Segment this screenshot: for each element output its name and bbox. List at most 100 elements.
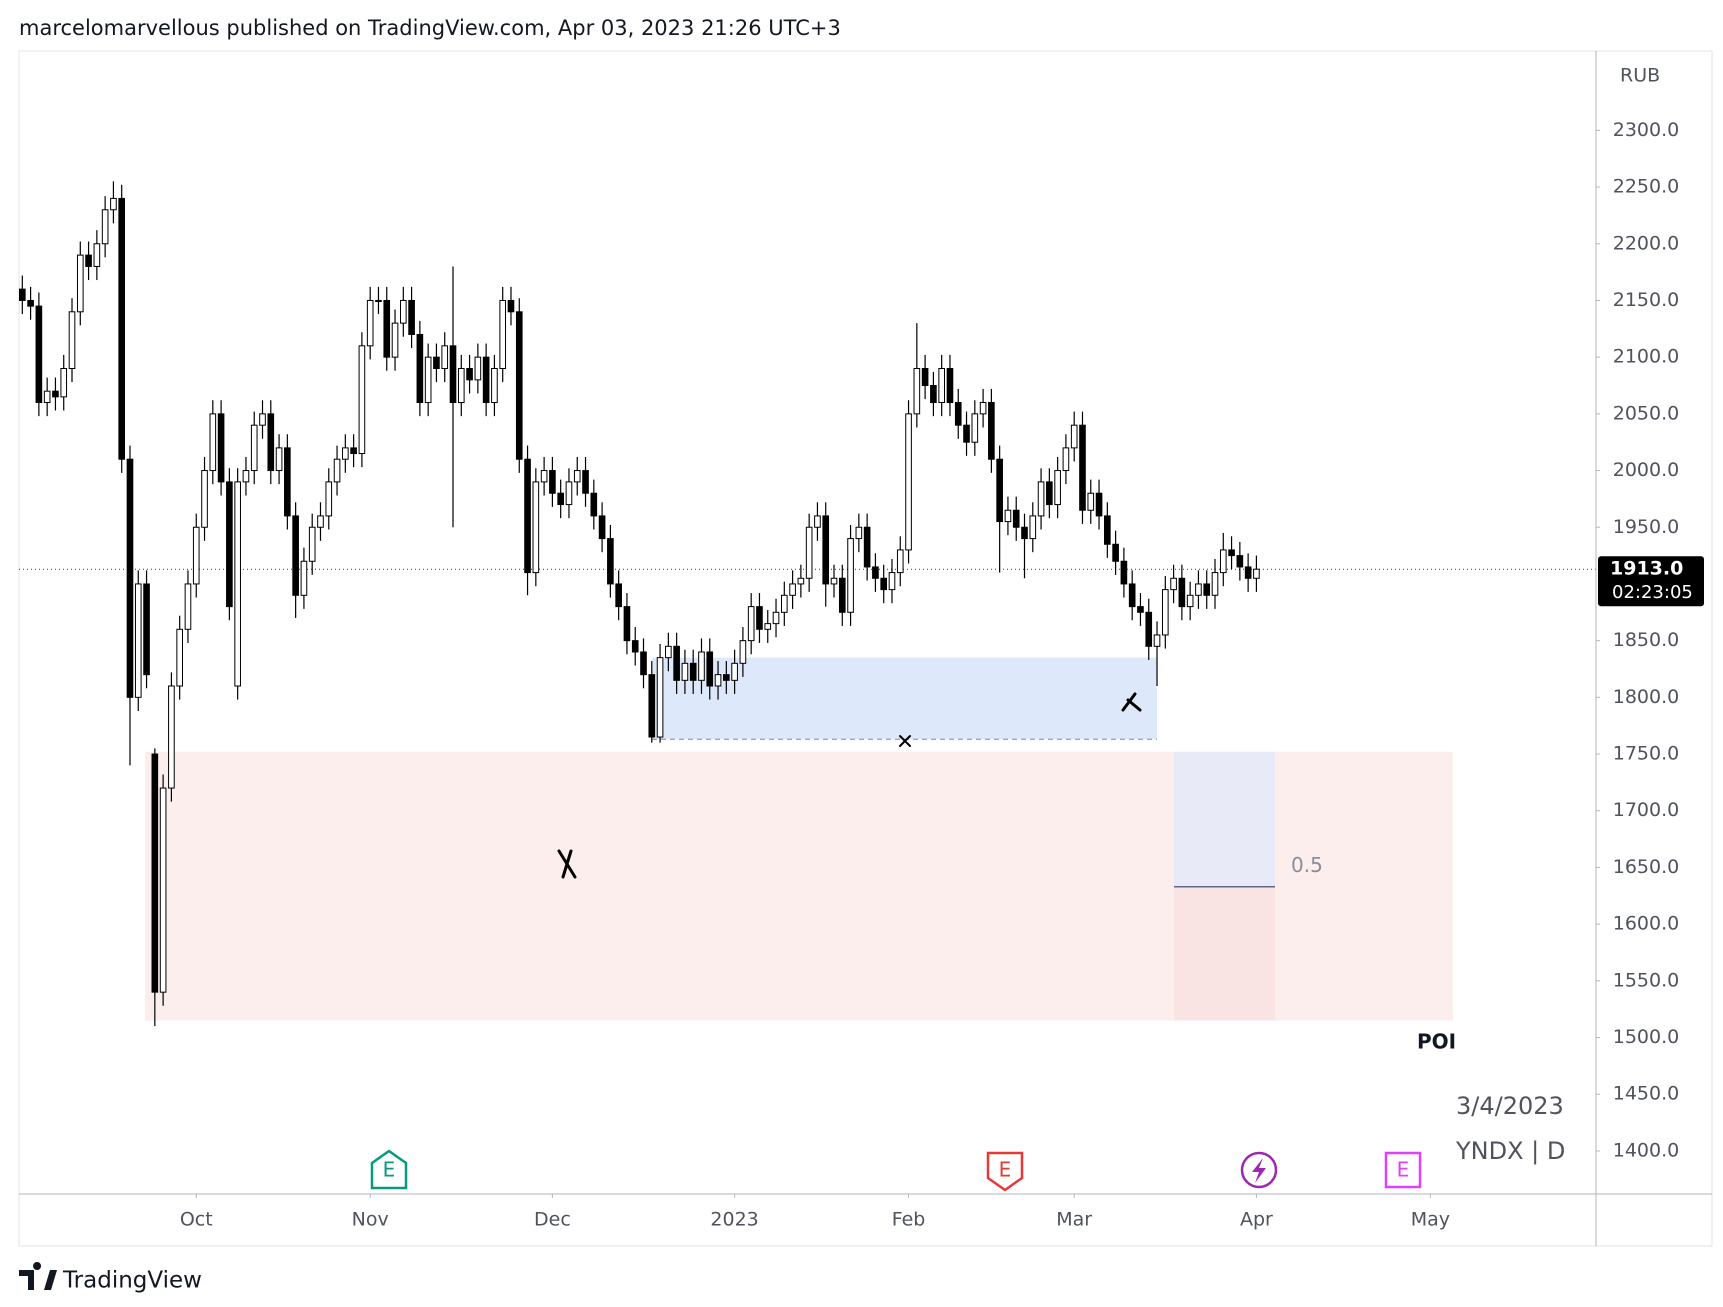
candle-body: [118, 197, 126, 460]
event-icon[interactable]: [986, 1151, 1024, 1192]
candle-body: [1054, 470, 1061, 506]
candle-body: [292, 515, 299, 596]
candle-body: [930, 385, 937, 404]
candle-body: [333, 458, 341, 483]
candle-body: [648, 674, 656, 738]
candle-body: [176, 628, 183, 687]
candle-body: [582, 470, 589, 494]
candle-body: [93, 243, 101, 267]
zone: [652, 657, 1157, 740]
candle-body: [838, 577, 846, 613]
candle-body: [656, 657, 664, 738]
symbol-label: YNDX | D: [1455, 1137, 1565, 1165]
candle-body: [234, 481, 241, 687]
candle-body: [640, 651, 647, 676]
candle-body: [805, 526, 813, 579]
event-icon: [1240, 1151, 1278, 1189]
x-tick-label: Apr: [1240, 1209, 1273, 1231]
candle-body: [689, 662, 697, 681]
candle-body: [731, 662, 738, 681]
candle-body: [499, 299, 507, 370]
candle-body: [1112, 543, 1119, 562]
candle-body: [424, 356, 432, 404]
candle-body: [1178, 577, 1186, 608]
candle-body: [1236, 555, 1244, 568]
candle-body: [159, 787, 167, 993]
y-tick-label: 1600.0: [1613, 913, 1679, 935]
candle-body: [399, 299, 407, 324]
candle-body: [358, 345, 366, 455]
candle-body: [366, 299, 374, 347]
x-tick-label: Oct: [180, 1209, 213, 1231]
candle-body: [300, 560, 308, 596]
candle-body: [979, 402, 987, 415]
candle-body: [772, 611, 780, 625]
candle-body: [192, 526, 200, 585]
candle-body: [615, 583, 622, 608]
candle-body: [267, 413, 275, 472]
candle-body: [242, 470, 250, 483]
y-tick-label: 2300.0: [1613, 119, 1679, 141]
candle-body: [565, 481, 573, 506]
brand: TradingView: [62, 1268, 202, 1294]
candle-body: [474, 356, 482, 381]
candle-body: [590, 492, 598, 517]
candle-body: [814, 515, 821, 528]
fib-lower: [1174, 886, 1275, 1021]
candle-body: [449, 345, 457, 404]
candle-body: [1079, 424, 1086, 511]
y-tick-label: 2050.0: [1613, 402, 1679, 424]
candle-body: [706, 651, 714, 687]
candle-body: [549, 470, 556, 494]
candle-body: [1186, 594, 1194, 608]
candle-body: [540, 470, 548, 483]
candle-body: [441, 345, 449, 370]
candle-body: [789, 583, 796, 596]
candle-body: [1120, 560, 1128, 585]
candle-body: [863, 526, 871, 568]
y-tick-label: 1650.0: [1613, 856, 1679, 878]
candle-body: [209, 413, 217, 472]
candle-body: [391, 322, 399, 358]
candle-body: [1137, 606, 1144, 613]
candle-body: [52, 390, 59, 398]
chart-frame: [18, 50, 1713, 1247]
y-tick-label: 2150.0: [1613, 289, 1679, 311]
candle-body: [1253, 568, 1260, 579]
candle-body: [1203, 583, 1211, 596]
candle-body: [457, 368, 465, 404]
candle-body: [43, 390, 51, 404]
candle-body: [1087, 492, 1095, 511]
y-tick-label: 1450.0: [1613, 1083, 1679, 1105]
candle-body: [524, 458, 531, 574]
y-tick-label: 1750.0: [1613, 743, 1679, 765]
poi-label: POI: [1417, 1030, 1456, 1054]
hand-x: [899, 735, 911, 747]
candle-body: [1219, 549, 1227, 574]
candle-body: [1145, 611, 1153, 647]
candle-body: [855, 526, 863, 540]
hand-x: [557, 849, 577, 879]
footer-logo: TradingView: [19, 1262, 202, 1294]
candle-body: [872, 566, 879, 579]
fib-upper: [1174, 751, 1275, 887]
x-tick-label: 2023: [710, 1209, 758, 1231]
candle-body: [905, 413, 912, 551]
candle-body: [76, 254, 84, 313]
event-icon[interactable]: [370, 1149, 408, 1190]
candle-body: [35, 305, 43, 404]
event-icon[interactable]: [1384, 1151, 1422, 1189]
candle-body: [515, 311, 523, 460]
candle-body: [921, 368, 929, 387]
candle-body: [888, 572, 896, 591]
candle-body: [259, 413, 266, 426]
candle-body: [963, 424, 970, 443]
y-tick-label: 2000.0: [1613, 459, 1679, 481]
candle-body: [342, 447, 349, 460]
candle-body: [1046, 481, 1053, 506]
candle-body: [18, 288, 26, 301]
candle-body: [408, 299, 415, 335]
candle-body: [780, 594, 788, 613]
